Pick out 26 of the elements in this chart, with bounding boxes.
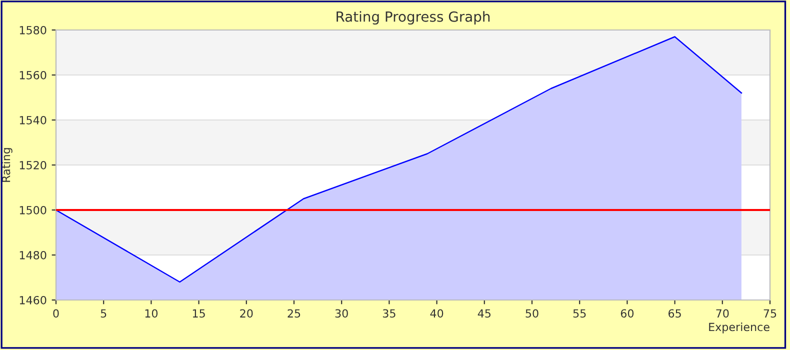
x-tick-label: 25: [288, 309, 300, 318]
x-tick-label: 40: [430, 309, 444, 318]
y-tick-label: 1540: [20, 116, 46, 124]
x-axis-title: Experience: [709, 322, 770, 334]
x-tick-label: 30: [335, 309, 348, 318]
y-axis-title: Rating: [2, 148, 12, 182]
x-tick-label: 70: [716, 309, 729, 318]
x-tick-label: 15: [192, 309, 205, 318]
x-tick-label: 10: [145, 309, 158, 318]
x-tick-label: 35: [382, 309, 396, 318]
x-tick-label: 0: [53, 309, 59, 318]
x-tick-label: 60: [620, 309, 634, 318]
chart-title: Rating Progress Graph: [336, 11, 490, 25]
y-tick-label: 1520: [20, 160, 46, 170]
y-tick-label: 1560: [20, 70, 46, 80]
y-tick-label: 1500: [20, 206, 46, 214]
y-tick-label: 1480: [20, 250, 46, 260]
y-tick-label: 1580: [20, 26, 46, 34]
x-tick-label: 75: [764, 309, 776, 318]
y-tick-label: 1460: [20, 296, 46, 304]
x-tick-label: 20: [240, 309, 253, 318]
x-tick-label: 45: [478, 309, 490, 318]
x-tick-label: 65: [668, 309, 681, 318]
x-tick-label: 5: [100, 309, 106, 318]
x-tick-label: 55: [573, 309, 586, 318]
x-tick-label: 50: [526, 309, 538, 318]
